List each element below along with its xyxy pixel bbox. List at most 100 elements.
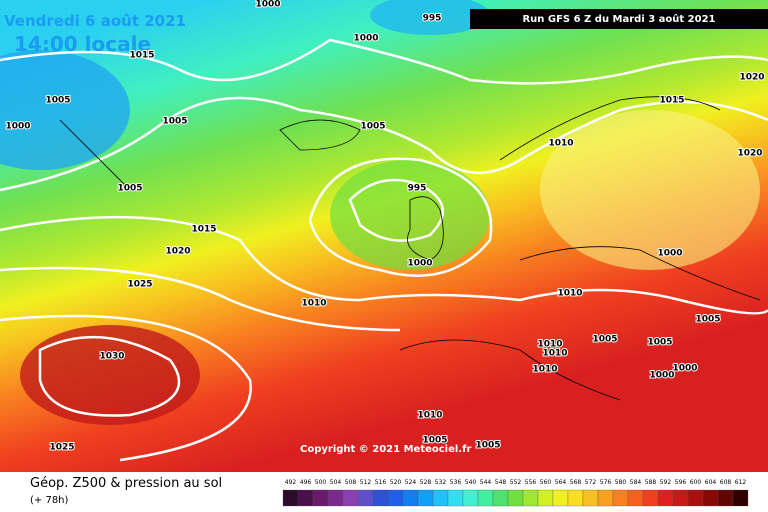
colorbar-label: 492 [285,479,297,486]
colorbar-label: 580 [615,479,627,486]
colorbar-swatch [567,489,584,507]
colorbar-swatch [327,489,344,507]
colorbar-swatch [432,489,449,507]
isobar-label: 995 [408,184,427,194]
isobar-label: 1000 [657,249,682,259]
isobar-label: 1015 [659,96,684,106]
run-box [470,9,768,29]
colorbar-label: 592 [660,479,672,486]
colorbar-label: 604 [705,479,717,486]
isobar-label: 1020 [165,247,190,257]
colorbar-swatch [477,489,494,507]
colorbar-label: 496 [300,479,312,486]
coastlines [59,96,761,401]
colorbar-swatch [492,489,509,507]
colorbar-label: 548 [495,479,507,486]
isobar-label: 1005 [647,338,672,348]
isobar-label: 1025 [127,280,152,290]
colorbar-swatch [507,489,524,507]
colorbar-label: 588 [645,479,657,486]
colorbar-label: 584 [630,479,642,486]
ridge [540,110,760,270]
time: 14:00 locale [14,32,151,56]
isobar-label: 1010 [301,299,326,309]
colorbar-label: 612 [735,479,747,486]
colorbar-swatch [552,489,569,507]
colorbar-label: 552 [510,479,522,486]
isobar-label: 1005 [422,436,447,446]
colorbar-label: 576 [600,479,612,486]
colorbar-swatch [447,489,464,507]
colorbar-label: 524 [405,479,417,486]
cold-zone [370,0,490,35]
isobar-label: 1025 [49,443,74,453]
isobar-label: 1010 [532,365,557,375]
colorbar-swatch [687,489,704,507]
colorbar-label: 572 [585,479,597,486]
copyright: Copyright © 2021 Meteociel.fr [300,444,471,455]
isobar-label: 1010 [537,340,562,350]
colorbar-label: 568 [570,479,582,486]
isobar-label: 1000 [649,371,674,381]
isobar-label: 1010 [542,349,567,359]
cold-zone [0,50,130,170]
colorbar-label: 608 [720,479,732,486]
isobar-label: 995 [423,14,442,24]
colorbar-swatch [612,489,629,507]
run: Run GFS 6 Z du Mardi 3 août 2021 [522,13,715,25]
colorbar-swatch [597,489,614,507]
colorbar-label: 600 [690,479,702,486]
isobar-label: 1020 [737,149,762,159]
colorbar-swatch [297,489,314,507]
date: Vendredi 6 août 2021 [4,12,186,30]
colorbar-swatch [522,489,539,507]
colorbar-swatch [387,489,404,507]
isobar-label: 1015 [191,225,216,235]
colorbar-swatch [642,489,659,507]
isobar-label: 1000 [353,34,378,44]
colorbar-swatch [417,489,434,507]
isobar-label: 1020 [739,73,764,83]
colorbar-swatch [537,489,554,507]
footer-title: Géop. Z500 & pression au sol [30,476,222,491]
colorbar-swatch [717,489,734,507]
colorbar-swatch [582,489,599,507]
colorbar-swatch [357,489,374,507]
isobar-label: 1005 [162,117,187,127]
colorbar-label: 536 [450,479,462,486]
isobar-label: 1005 [592,335,617,345]
colorbar-swatch [402,489,419,507]
isobar-label: 1030 [99,352,124,362]
colorbar-swatch [672,489,689,507]
colorbar-label: 516 [375,479,387,486]
isobar-label: 1010 [557,289,582,299]
colorbar-label: 508 [345,479,357,486]
colorbar-swatch [732,489,749,507]
colorbar-label: 540 [465,479,477,486]
isobar-label: 1000 [672,364,697,374]
isobar-label: 1005 [475,441,500,451]
warm-core [20,325,200,425]
lead-time: (+ 78h) [30,495,69,506]
isobar-label: 1005 [117,184,142,194]
colorbar-label: 520 [390,479,402,486]
colorbar-label: 512 [360,479,372,486]
colorbar-swatch [282,489,299,507]
isobar-label: 1000 [407,259,432,269]
isobar-label: 1005 [695,315,720,325]
colorbar-swatch [342,489,359,507]
colorbar-label: 544 [480,479,492,486]
colorbar-label: 528 [420,479,432,486]
colorbar-label: 532 [435,479,447,486]
isobar-label: 1005 [360,122,385,132]
isobar-label: 1000 [255,0,280,10]
isobar-label: 1000 [5,122,30,132]
colorbar-swatch [372,489,389,507]
isobar-label: 1015 [129,51,154,61]
colorbar-swatch [657,489,674,507]
colorbar-swatch [312,489,329,507]
colorbar-swatch [702,489,719,507]
colorbar-label: 560 [540,479,552,486]
